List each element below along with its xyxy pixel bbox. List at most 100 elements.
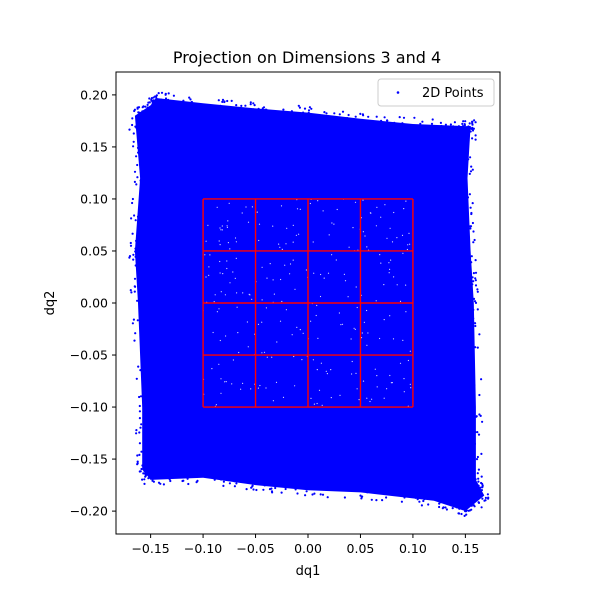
sparse-gap xyxy=(225,381,227,383)
data-point xyxy=(131,197,134,201)
data-point xyxy=(400,500,403,503)
data-point xyxy=(297,104,300,107)
data-point xyxy=(471,120,474,123)
sparse-gap xyxy=(269,263,271,265)
sparse-gap xyxy=(247,221,250,223)
data-point xyxy=(452,499,455,502)
overlay-grid xyxy=(202,198,414,408)
data-point xyxy=(157,481,161,484)
data-point xyxy=(164,93,167,96)
data-point xyxy=(457,125,460,128)
data-point xyxy=(292,113,295,116)
data-point xyxy=(470,212,473,216)
data-point xyxy=(164,474,167,478)
data-point xyxy=(138,404,141,408)
data-point xyxy=(134,264,137,267)
data-point xyxy=(464,143,467,146)
data-point xyxy=(308,115,311,118)
data-point xyxy=(219,104,222,107)
data-point xyxy=(480,452,483,455)
data-point xyxy=(325,112,328,115)
sparse-gap xyxy=(388,272,390,274)
data-point xyxy=(381,499,384,502)
data-point xyxy=(176,472,179,475)
data-point xyxy=(140,297,143,300)
sparse-gap xyxy=(279,246,281,248)
data-point xyxy=(168,478,171,481)
data-point xyxy=(461,122,464,125)
data-point xyxy=(477,433,481,436)
sparse-gap xyxy=(320,273,322,276)
data-point xyxy=(154,95,157,98)
data-point xyxy=(444,123,447,126)
sparse-gap xyxy=(407,244,409,246)
data-point xyxy=(150,474,153,478)
data-point xyxy=(471,202,474,205)
data-point xyxy=(132,258,135,261)
data-point xyxy=(451,130,454,133)
y-axis: −0.20 −0.15 −0.10 −0.05 0.00 0.05 0.10 0.15 0.20 xyxy=(70,87,116,519)
data-point xyxy=(443,500,446,504)
data-point xyxy=(438,505,441,509)
sparse-gap xyxy=(292,241,294,243)
data-point xyxy=(144,105,147,108)
data-point xyxy=(136,299,139,302)
sparse-gap xyxy=(331,222,333,224)
sparse-gap xyxy=(362,231,364,233)
data-point xyxy=(169,479,172,483)
data-point xyxy=(362,120,366,123)
data-point xyxy=(289,112,292,115)
data-point xyxy=(471,481,474,484)
data-point xyxy=(468,473,471,476)
data-point xyxy=(291,482,294,485)
data-point xyxy=(353,487,356,490)
data-point xyxy=(131,117,134,120)
data-point xyxy=(470,504,473,507)
sparse-gap xyxy=(235,241,237,243)
sparse-gap xyxy=(240,388,242,390)
data-point xyxy=(474,301,478,304)
sparse-gap xyxy=(261,321,263,323)
sparse-gap xyxy=(320,362,322,364)
sparse-gap xyxy=(212,331,214,334)
sparse-gap xyxy=(343,273,345,275)
sparse-gap xyxy=(247,346,249,348)
data-point xyxy=(172,100,175,103)
sparse-gap xyxy=(402,339,404,341)
sparse-gap xyxy=(376,375,378,377)
sparse-gap xyxy=(211,368,213,370)
data-point xyxy=(186,477,189,480)
legend-label: 2D Points xyxy=(422,86,484,101)
data-point xyxy=(463,124,466,127)
sparse-gap xyxy=(278,243,280,245)
data-point xyxy=(133,170,137,173)
data-point xyxy=(466,231,469,235)
sparse-gap xyxy=(335,259,337,261)
data-point xyxy=(463,169,466,172)
data-point xyxy=(143,464,146,467)
data-point xyxy=(307,117,310,120)
data-point xyxy=(477,480,480,483)
data-point xyxy=(360,495,363,498)
y-tick-label: 0.10 xyxy=(80,191,108,206)
data-point xyxy=(139,426,142,429)
data-point xyxy=(137,278,141,281)
data-point xyxy=(311,493,314,496)
data-point xyxy=(476,431,479,434)
data-point xyxy=(138,431,141,434)
sparse-gap xyxy=(226,226,228,228)
sparse-gap xyxy=(389,315,391,317)
sparse-gap xyxy=(321,404,323,406)
data-point xyxy=(472,321,475,324)
sparse-gap xyxy=(402,252,404,254)
data-point xyxy=(290,110,293,113)
data-point xyxy=(140,314,143,317)
sparse-gap xyxy=(315,314,317,317)
sparse-gap xyxy=(344,280,347,282)
data-point xyxy=(476,308,479,311)
data-point xyxy=(284,481,287,484)
data-point xyxy=(133,109,136,113)
data-point xyxy=(474,431,477,434)
data-point xyxy=(133,180,136,183)
